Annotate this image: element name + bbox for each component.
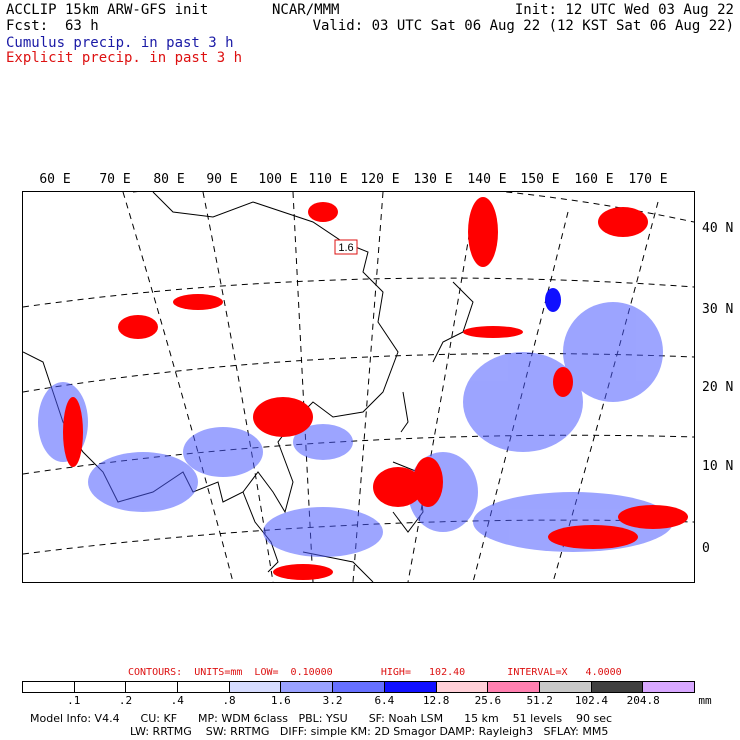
color-bar-level: .8	[222, 694, 236, 707]
color-bar-level: 51.2	[526, 694, 553, 707]
lon-label: 110 E	[308, 172, 348, 187]
model-title: ACCLIP 15km ARW-GFS init	[6, 2, 209, 18]
lon-label: 70 E	[99, 172, 131, 187]
lat-line-20n	[22, 353, 695, 393]
lon-line	[407, 211, 474, 583]
cumulus-precip	[38, 302, 673, 557]
color-bar-segment	[591, 682, 644, 692]
forecast-hour: 63 h	[65, 18, 99, 34]
lat-label: 30 N	[702, 302, 734, 317]
init-time: Init: 12 UTC Wed 03 Aug 22	[514, 2, 734, 18]
color-bar-segment	[74, 682, 127, 692]
cumulus-label: Cumulus precip. in past 3 h	[6, 35, 234, 51]
color-bar-segment	[384, 682, 437, 692]
color-bar-segment	[23, 682, 75, 692]
color-bar-level: .4	[170, 694, 184, 707]
lat-label: 20 N	[702, 380, 734, 395]
color-bar-segment	[126, 682, 179, 692]
lon-line	[352, 191, 384, 583]
lon-label: 60 E	[39, 172, 71, 187]
explicit-label: Explicit precip. in past 3 h	[6, 50, 243, 66]
lon-label: 170 E	[628, 172, 668, 187]
lon-label: 100 E	[258, 172, 298, 187]
color-bar-level: 3.2	[322, 694, 343, 707]
color-bar-segment	[643, 682, 694, 692]
lon-label: 120 E	[360, 172, 400, 187]
color-bar-level: 1.6	[270, 694, 291, 707]
color-bar-level: .1	[67, 694, 81, 707]
lon-label: 150 E	[520, 172, 560, 187]
unit-label: mm	[698, 694, 712, 707]
physics-info-line: LW: RRTMG SW: RRTMG DIFF: simple KM: 2D …	[130, 725, 609, 738]
valid-time: Valid: 03 UTC Sat 06 Aug 22 (12 KST Sat …	[312, 18, 734, 34]
color-bar-level: 204.8	[626, 694, 660, 707]
lat-line-30n	[22, 277, 695, 308]
color-bar-level: 102.4	[574, 694, 609, 707]
color-bar-segment	[178, 682, 230, 692]
lon-line	[122, 191, 234, 583]
lon-label: 80 E	[153, 172, 185, 187]
lon-label: 140 E	[467, 172, 507, 187]
forecast-label: Fcst:	[6, 18, 49, 34]
max-marker: 1.6	[334, 239, 358, 255]
precip-map: 1.6	[22, 181, 695, 583]
lon-label: 90 E	[206, 172, 238, 187]
max-value-label: 1.6	[338, 242, 353, 254]
lat-label: 10 N	[702, 459, 734, 474]
color-bar-segment	[436, 682, 489, 692]
color-bar-level: .2	[118, 694, 133, 707]
color-bar-segment	[488, 682, 540, 692]
coastlines	[22, 191, 474, 583]
cumulus-core	[545, 288, 561, 312]
color-bar-level: 6.4	[374, 694, 395, 707]
japan-coast	[432, 281, 474, 363]
lat-label: 40 N	[702, 221, 734, 236]
color-bar	[22, 681, 695, 693]
lon-line	[202, 191, 274, 583]
explicit-precip	[63, 197, 688, 580]
lon-label: 130 E	[413, 172, 453, 187]
color-bar-segment	[539, 682, 592, 692]
taiwan	[400, 391, 409, 433]
lat-label: 0	[702, 541, 710, 556]
contours-info: CONTOURS: UNITS=mm LOW= 0.10000 HIGH= 10…	[128, 667, 622, 678]
map-canvas: 1.6	[22, 181, 695, 583]
color-bar-level: 12.8	[422, 694, 450, 707]
organization: NCAR/MMM	[272, 2, 340, 18]
model-info-line: Model Info: V4.4 CU: KF MP: WDM 6class P…	[30, 712, 613, 725]
color-bar-segment	[333, 682, 385, 692]
color-bar-level: 25.6	[474, 694, 502, 707]
lon-label: 160 E	[574, 172, 614, 187]
color-bar-segment	[281, 682, 334, 692]
color-bar-segment	[229, 682, 282, 692]
